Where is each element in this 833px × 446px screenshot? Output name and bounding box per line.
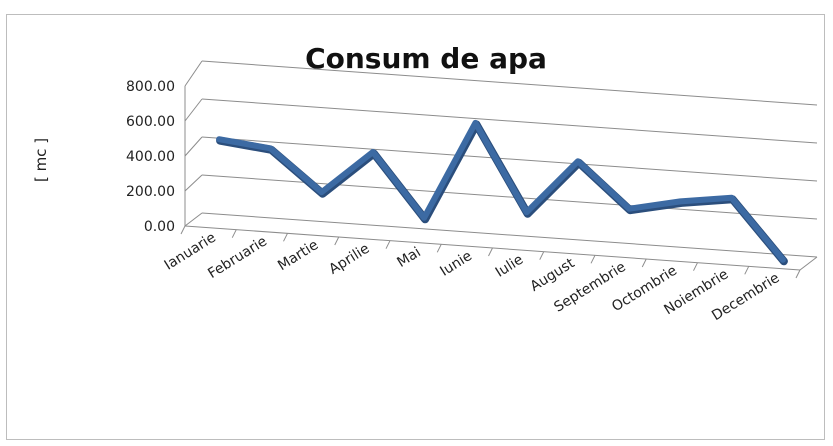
- x-tick-label: Iulie: [493, 252, 526, 281]
- axes: [180, 86, 818, 279]
- series-line: [216, 119, 788, 266]
- gridline: [201, 136, 818, 182]
- x-tick: [590, 255, 596, 264]
- side-gridline: [184, 212, 203, 227]
- x-tick: [334, 236, 340, 246]
- x-tick-label: August: [527, 255, 577, 295]
- x-tick: [693, 262, 698, 271]
- series-line-shadow: [216, 120, 788, 266]
- gridlines: [184, 60, 818, 258]
- x-tick: [488, 247, 493, 257]
- side-gridline: [184, 98, 203, 122]
- y-tick-label: 0.00: [144, 219, 175, 235]
- side-gridline: [184, 60, 203, 87]
- series-line-path: [216, 119, 786, 263]
- gridline: [201, 212, 818, 258]
- floor-edge: [799, 256, 818, 271]
- chart-title: Consum de apa: [305, 42, 547, 75]
- x-tick: [641, 258, 647, 268]
- side-gridline: [184, 174, 203, 192]
- x-tick-label: Iunie: [437, 248, 475, 280]
- x-tick: [744, 266, 750, 275]
- x-tick: [283, 233, 288, 242]
- side-gridline: [184, 136, 203, 157]
- x-tick: [795, 269, 801, 279]
- y-tick-label: 400.00: [126, 149, 175, 165]
- x-tick: [180, 225, 186, 235]
- y-tick-labels: 0.00 200.00 400.00 600.00 800.00: [126, 79, 175, 235]
- y-tick-label: 200.00: [126, 184, 175, 200]
- y-axis-label: [ mc ]: [32, 138, 50, 182]
- x-tick-label: Mai: [394, 244, 423, 271]
- gridline: [201, 60, 818, 106]
- x-tick-label: Aprilie: [326, 241, 372, 278]
- x-tick-label: Martie: [275, 237, 321, 274]
- y-tick-label: 600.00: [126, 114, 175, 130]
- x-tick: [231, 229, 237, 238]
- gridline: [201, 98, 818, 144]
- chart-area: [6, 14, 825, 440]
- y-tick-label: 800.00: [126, 79, 175, 95]
- x-tick: [539, 251, 545, 260]
- x-tick: [436, 244, 442, 253]
- x-tick: [385, 240, 391, 249]
